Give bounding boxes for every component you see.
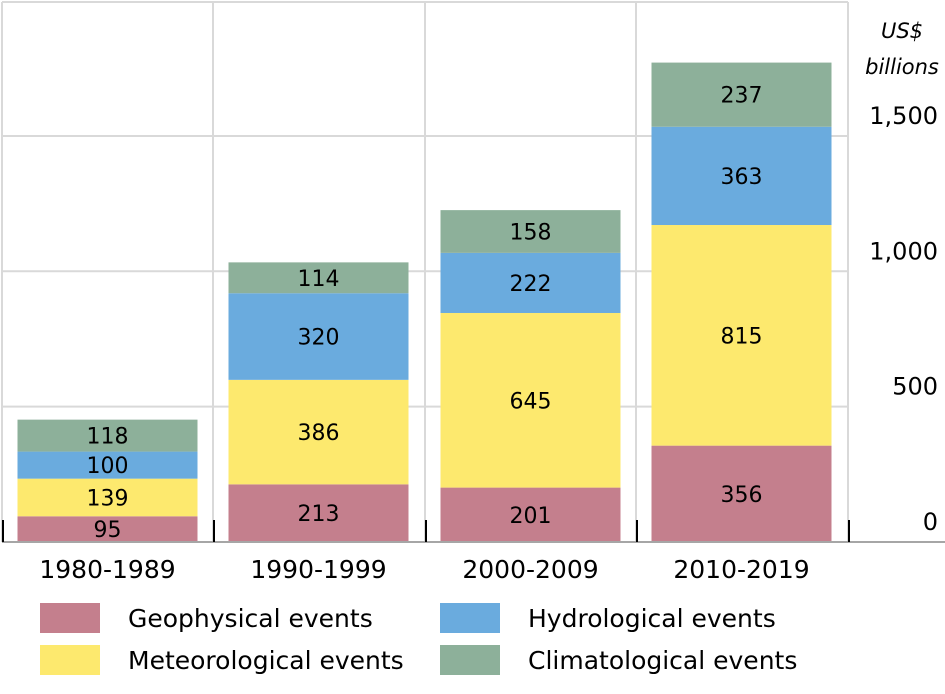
y-tick-label-1000: 1,000 [869, 237, 938, 265]
stacked-bar-chart: 95 139 100 118 213 386 320 114 201 645 222 158 356 81… [1, 1, 945, 584]
legend-item-geophysical: Geophysical events [40, 600, 373, 636]
bar-segment-climatological-1990-1999 [228, 262, 409, 294]
bars: 95 139 100 118 213 386 320 114 201 645 222 158 356 81… [17, 62, 832, 543]
data-label-hydrological-2010-2019: 363 [721, 165, 763, 190]
bar-segment-meteorological-2000-2009 [440, 312, 621, 488]
bar-segment-hydrological-2010-2019 [651, 126, 832, 226]
x-tick-label-2010-2019: 2010-2019 [673, 555, 809, 584]
bar-segment-climatological-1980-1989 [17, 419, 198, 452]
data-label-geophysical-2010-2019: 356 [721, 483, 763, 508]
data-label-climatological-2010-2019: 237 [721, 84, 763, 109]
x-tick-label-1980-1989: 1980-1989 [39, 555, 175, 584]
data-label-meteorological-1980-1989: 139 [87, 486, 129, 511]
y-tick-label-500: 500 [892, 373, 938, 401]
x-tick-label-1990-1999: 1990-1999 [250, 555, 386, 584]
y-tick-label-1500: 1,500 [869, 102, 938, 130]
bar-segment-meteorological-1990-1999 [228, 379, 409, 485]
bar-segment-meteorological-2010-2019 [651, 225, 832, 446]
y-axis-label-line1: US$ [881, 19, 923, 43]
data-label-climatological-2000-2009: 158 [510, 221, 552, 246]
bar-segment-meteorological-1980-1989 [17, 478, 198, 517]
legend-label-hydrological: Hydrological events [528, 603, 776, 633]
bar-segment-geophysical-2000-2009 [440, 487, 621, 542]
legend-item-hydrological: Hydrological events [440, 600, 776, 636]
legend-swatch-meteorological [40, 645, 100, 675]
x-tick-label-2000-2009: 2000-2009 [462, 555, 598, 584]
legend-swatch-hydrological [440, 603, 500, 633]
data-label-meteorological-2000-2009: 645 [510, 389, 552, 414]
legend-label-meteorological: Meteorological events [128, 645, 404, 675]
legend-swatch-climatological [440, 645, 500, 675]
data-label-hydrological-1990-1999: 320 [298, 326, 340, 351]
data-label-geophysical-2000-2009: 201 [510, 504, 552, 529]
bar-segment-geophysical-1980-1989 [17, 516, 198, 542]
data-label-hydrological-1980-1989: 100 [87, 454, 129, 479]
bar-segment-geophysical-1990-1999 [228, 484, 409, 542]
bar-segment-geophysical-2010-2019 [651, 445, 832, 542]
legend: Geophysical events Hydrological events M… [0, 596, 945, 694]
legend-item-meteorological: Meteorological events [40, 642, 404, 678]
data-label-meteorological-2010-2019: 815 [721, 324, 763, 349]
y-tick-label-0: 0 [923, 508, 938, 536]
data-label-geophysical-1990-1999: 213 [298, 502, 340, 527]
legend-item-climatological: Climatological events [440, 642, 797, 678]
data-label-climatological-1990-1999: 114 [298, 267, 340, 292]
data-label-hydrological-2000-2009: 222 [510, 272, 552, 297]
bar-segment-hydrological-1990-1999 [228, 293, 409, 380]
bar-segment-hydrological-2000-2009 [440, 252, 621, 313]
legend-swatch-geophysical [40, 603, 100, 633]
data-label-climatological-1980-1989: 118 [87, 425, 129, 450]
bar-segment-climatological-2010-2019 [651, 62, 832, 127]
legend-label-geophysical: Geophysical events [128, 603, 373, 633]
bar-segment-climatological-2000-2009 [440, 210, 621, 253]
data-label-meteorological-1990-1999: 386 [298, 421, 340, 446]
y-axis-label-line2: billions [865, 55, 939, 79]
legend-label-climatological: Climatological events [528, 645, 798, 675]
data-label-geophysical-1980-1989: 95 [94, 518, 122, 543]
axes: 1980-1989 1990-1999 2000-2009 2010-2019 0 500… [2, 102, 945, 584]
bar-segment-hydrological-1980-1989 [17, 451, 198, 479]
